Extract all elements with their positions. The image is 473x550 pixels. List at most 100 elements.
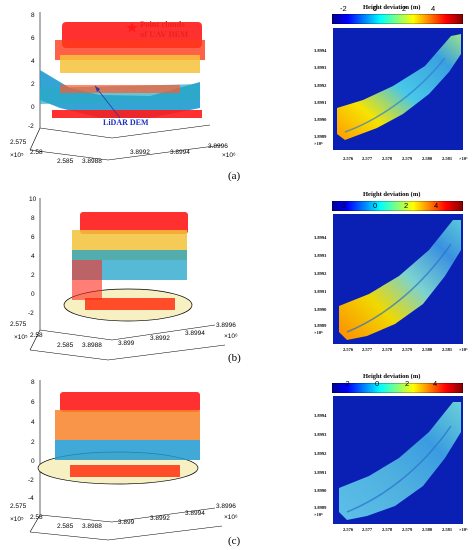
z-tick-b-1: 8 xyxy=(31,215,35,222)
map-a-x-tick-2: 2.578 xyxy=(382,156,393,161)
map-b-x-tick-0: 2.576 xyxy=(343,347,354,352)
map-c-y-tick-4: 3.8990 xyxy=(314,488,327,493)
x-tick-a-0: 2.575 xyxy=(10,139,27,146)
z-tick-a-3: 2 xyxy=(31,81,35,88)
colorbar-c-tick-2: 2 xyxy=(405,379,410,388)
x-tick-b-1: 2.58 xyxy=(30,332,43,339)
z-tick-b-3: 4 xyxy=(31,253,35,260)
x-tick-b-2: 2.585 xyxy=(57,342,74,349)
colorbar-c-tick-3: 4 xyxy=(433,379,438,388)
x-exponent-c: ×10⁵ xyxy=(10,516,24,523)
map-a-y-tick-3: 3.8991 xyxy=(314,100,327,105)
z-tick-c-1: 6 xyxy=(31,399,35,406)
map-c-image xyxy=(333,396,463,524)
y-tick-c-1: 3.899 xyxy=(118,519,135,526)
caption-c: (c) xyxy=(228,535,241,547)
x-tick-c-1: 2.58 xyxy=(30,514,43,521)
y-tick-a-3: 3.8994 xyxy=(170,149,190,156)
map-a-x-exponent: ×10⁵ xyxy=(459,156,468,161)
map-b-x-tick-1: 2.577 xyxy=(362,347,373,352)
map-b-x-tick-2: 2.578 xyxy=(382,347,393,352)
river-strip-a xyxy=(337,34,461,140)
colorbar-a-tick-1: 0 xyxy=(373,4,378,13)
x-tick-a-1: 2.58 xyxy=(30,149,43,156)
z-tick-c-5: -2 xyxy=(28,477,34,484)
z-tick-c-2: 4 xyxy=(31,419,35,426)
map-c-y-exponent: ×10⁶ xyxy=(314,512,323,517)
y-tick-b-1: 3.899 xyxy=(118,340,135,347)
panel-b-plot-graphics xyxy=(29,198,226,361)
z-tick-c-0: 8 xyxy=(31,379,35,386)
map-b-y-tick-0: 3.8994 xyxy=(314,235,327,240)
y-tick-b-2: 3.8992 xyxy=(150,335,170,342)
map-b-x-tick-5: 2.581 xyxy=(442,347,453,352)
map-a-image xyxy=(333,28,463,150)
z-tick-b-6: -2 xyxy=(28,310,34,317)
uav-point-cloud-b xyxy=(72,212,188,310)
y-exponent-c: ×10⁶ xyxy=(224,514,238,521)
uav-point-cloud-a xyxy=(52,22,205,118)
x-tick-b-0: 2.575 xyxy=(10,321,27,328)
map-a-y-tick-2: 3.8992 xyxy=(314,83,327,88)
z-tick-a-5: -2 xyxy=(28,123,34,130)
map-a-x-tick-5: 2.581 xyxy=(442,156,453,161)
colorbar-b-tick-2: 2 xyxy=(404,201,409,210)
colorbar-a-tick-2: 2 xyxy=(402,4,407,13)
y-tick-b-4: 3.8996 xyxy=(216,322,236,329)
y-tick-a-4: 3.8996 xyxy=(208,143,228,150)
lidar-annotation: LiDAR DEM xyxy=(103,118,149,127)
colorbar-title-a: Height deviation (m) xyxy=(363,4,421,11)
colorbar-c-tick-1: 0 xyxy=(375,379,380,388)
y-tick-b-0: 3.8988 xyxy=(82,342,102,349)
map-c-y-tick-2: 3.8992 xyxy=(314,451,327,456)
x-tick-a-2: 2.585 xyxy=(57,158,74,165)
x-tick-c-0: 2.575 xyxy=(10,503,27,510)
colorbar-c xyxy=(332,383,463,393)
lidar-surface-a xyxy=(40,70,200,118)
map-b-y-exponent: ×10⁶ xyxy=(314,330,323,335)
map-c-x-tick-1: 2.577 xyxy=(362,527,373,532)
map-a-y-tick-4: 3.8990 xyxy=(314,117,327,122)
map-a-y-tick-5: 3.8989 xyxy=(314,134,327,139)
map-a-y-tick-1: 3.8993 xyxy=(314,65,327,70)
map-a-y-exponent: ×10⁶ xyxy=(314,141,323,146)
map-c-x-tick-0: 2.576 xyxy=(343,527,354,532)
map-c-y-tick-1: 3.8993 xyxy=(314,432,327,437)
river-strip-b xyxy=(339,220,461,340)
colorbar-a-tick-0: -2 xyxy=(340,4,347,13)
map-b-y-tick-2: 3.8992 xyxy=(314,271,327,276)
caption-a: (a) xyxy=(228,170,241,182)
map-c-y-tick-5: 3.8989 xyxy=(314,505,327,510)
map-c-y-tick-0: 3.8994 xyxy=(314,413,327,418)
map-b-x-exponent: ×10⁵ xyxy=(459,347,468,352)
y-tick-c-3: 3.8994 xyxy=(185,510,205,517)
y-tick-b-3: 3.8994 xyxy=(185,330,205,337)
map-c-x-tick-2: 2.578 xyxy=(382,527,393,532)
z-tick-a-2: 4 xyxy=(31,58,35,65)
x-exponent-b: ×10⁵ xyxy=(14,334,28,341)
uav-star-icon xyxy=(126,22,138,33)
panel-c-plot-graphics xyxy=(29,380,223,541)
colorbar-b xyxy=(332,201,463,211)
map-c-x-tick-5: 2.581 xyxy=(442,527,453,532)
map-a-x-tick-1: 2.577 xyxy=(362,156,373,161)
map-c-y-tick-3: 3.8991 xyxy=(314,470,327,475)
z-tick-b-5: 0 xyxy=(31,291,35,298)
colorbar-title-b: Height deviation (m) xyxy=(363,191,421,198)
z-tick-b-4: 2 xyxy=(31,272,35,279)
y-tick-a-0: 3.8988 xyxy=(82,158,102,165)
y-exponent-b: ×10⁶ xyxy=(224,333,238,340)
map-b-x-tick-3: 2.579 xyxy=(402,347,413,352)
map-c-x-tick-4: 2.580 xyxy=(422,527,433,532)
map-b-y-tick-1: 3.8993 xyxy=(314,253,327,258)
y-exponent-a: ×10⁶ xyxy=(222,152,236,159)
colorbar-a xyxy=(332,14,463,24)
z-tick-a-4: 0 xyxy=(31,104,35,111)
x-tick-c-2: 2.585 xyxy=(57,523,74,530)
map-a-x-tick-0: 2.576 xyxy=(343,156,354,161)
map-a-x-tick-4: 2.580 xyxy=(422,156,433,161)
z-tick-b-0: 10 xyxy=(29,196,37,203)
caption-b: (b) xyxy=(228,352,241,364)
y-tick-c-0: 3.8988 xyxy=(82,523,102,530)
colorbar-a-tick-3: 4 xyxy=(431,4,436,13)
